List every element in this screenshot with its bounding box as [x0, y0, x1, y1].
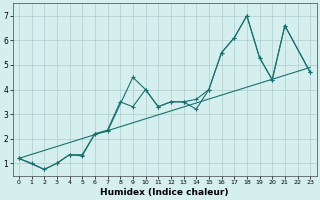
- X-axis label: Humidex (Indice chaleur): Humidex (Indice chaleur): [100, 188, 229, 197]
